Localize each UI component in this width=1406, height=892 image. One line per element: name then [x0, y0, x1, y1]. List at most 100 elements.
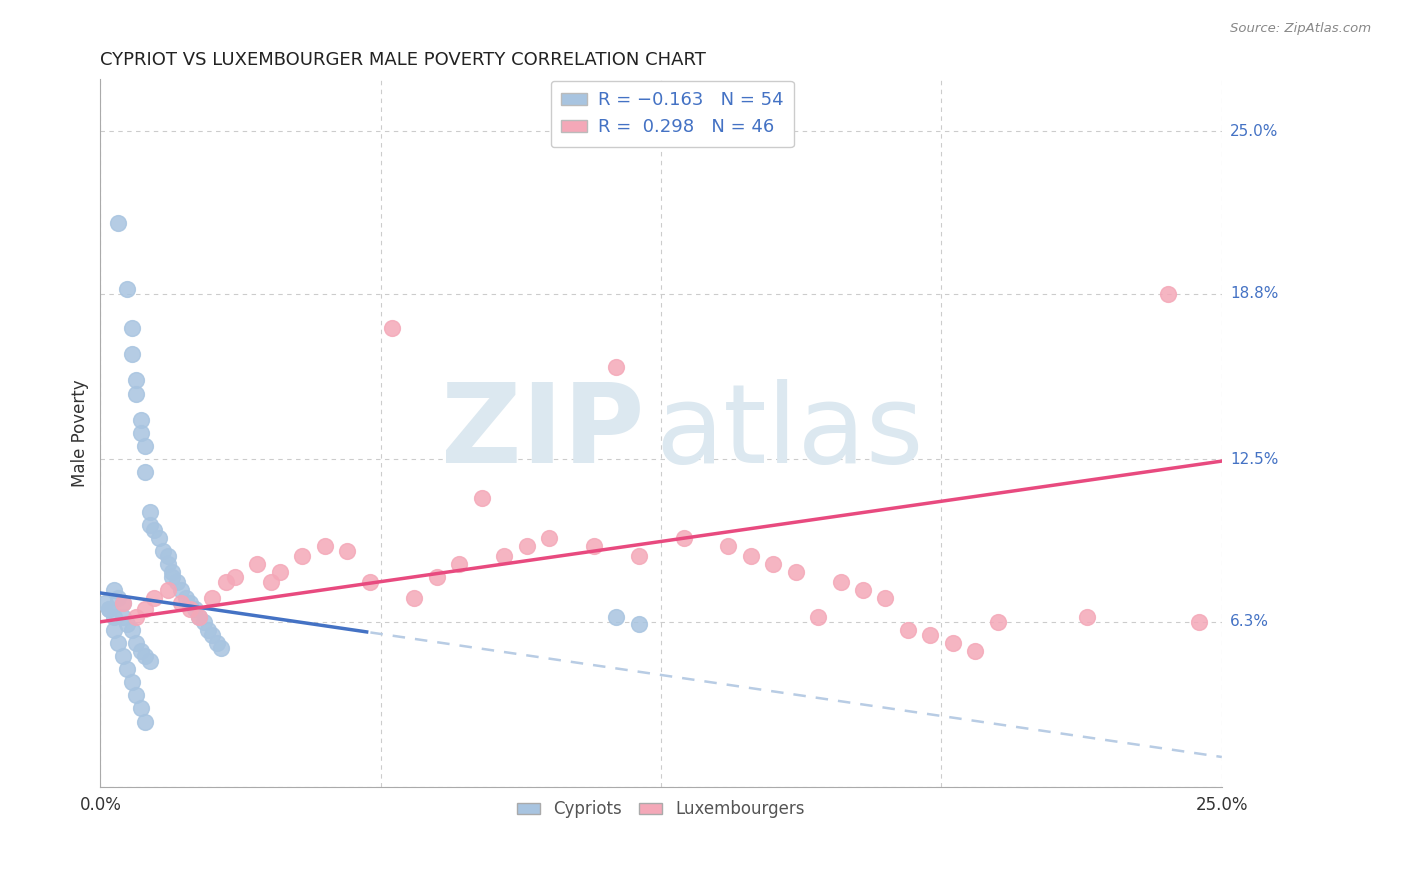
Text: 12.5%: 12.5%	[1230, 451, 1278, 467]
Point	[125, 688, 148, 702]
Point	[125, 636, 148, 650]
Point	[605, 609, 627, 624]
Point	[269, 565, 291, 579]
Point	[605, 360, 627, 375]
Point	[156, 557, 179, 571]
Point	[170, 597, 193, 611]
Point	[170, 583, 193, 598]
Point	[291, 549, 314, 564]
Point	[179, 597, 201, 611]
Point	[1076, 609, 1098, 624]
Text: 6.3%: 6.3%	[1230, 615, 1270, 630]
Point	[359, 575, 381, 590]
Point	[117, 617, 139, 632]
Point	[494, 549, 516, 564]
Point	[138, 505, 160, 519]
Point	[211, 641, 233, 656]
Point	[897, 623, 920, 637]
Point	[830, 575, 852, 590]
Point	[1157, 286, 1180, 301]
Point	[125, 386, 148, 401]
Point	[336, 544, 359, 558]
Point	[515, 539, 537, 553]
Point	[582, 539, 605, 553]
Point	[94, 597, 117, 611]
Point	[260, 575, 283, 590]
Point	[98, 601, 121, 615]
Point	[134, 601, 156, 615]
Point	[117, 281, 139, 295]
Text: Source: ZipAtlas.com: Source: ZipAtlas.com	[1230, 22, 1371, 36]
Point	[160, 565, 183, 579]
Point	[986, 615, 1008, 629]
Point	[111, 609, 134, 624]
Point	[762, 557, 785, 571]
Point	[98, 601, 121, 615]
Point	[381, 321, 404, 335]
Point	[111, 648, 134, 663]
Legend: Cypriots, Luxembourgers: Cypriots, Luxembourgers	[510, 794, 811, 825]
Text: atlas: atlas	[655, 379, 924, 486]
Point	[201, 591, 224, 606]
Point	[166, 575, 188, 590]
Point	[449, 557, 471, 571]
Point	[205, 636, 228, 650]
Point	[785, 565, 807, 579]
Point	[121, 321, 143, 335]
Point	[942, 636, 965, 650]
Point	[246, 557, 269, 571]
Point	[188, 609, 211, 624]
Point	[107, 591, 129, 606]
Point	[188, 609, 211, 624]
Point	[129, 701, 152, 715]
Point	[125, 373, 148, 387]
Point	[672, 531, 695, 545]
Text: 25.0%: 25.0%	[1230, 124, 1278, 138]
Text: 18.8%: 18.8%	[1230, 286, 1278, 301]
Point	[129, 643, 152, 657]
Point	[134, 465, 156, 479]
Point	[125, 609, 148, 624]
Point	[1188, 615, 1211, 629]
Point	[852, 583, 875, 598]
Point	[717, 539, 740, 553]
Point	[143, 523, 166, 537]
Point	[174, 591, 197, 606]
Point	[121, 675, 143, 690]
Point	[129, 425, 152, 440]
Point	[103, 583, 125, 598]
Point	[471, 491, 494, 506]
Point	[179, 601, 201, 615]
Point	[129, 413, 152, 427]
Point	[183, 601, 205, 615]
Point	[138, 654, 160, 668]
Point	[807, 609, 830, 624]
Point	[134, 648, 156, 663]
Point	[156, 549, 179, 564]
Point	[148, 531, 170, 545]
Text: ZIP: ZIP	[441, 379, 644, 486]
Point	[156, 583, 179, 598]
Point	[138, 517, 160, 532]
Point	[314, 539, 336, 553]
Point	[103, 609, 125, 624]
Point	[121, 347, 143, 361]
Point	[107, 636, 129, 650]
Point	[627, 617, 650, 632]
Point	[404, 591, 426, 606]
Y-axis label: Male Poverty: Male Poverty	[72, 379, 89, 487]
Point	[740, 549, 762, 564]
Point	[193, 615, 215, 629]
Point	[103, 623, 125, 637]
Point	[143, 591, 166, 606]
Point	[224, 570, 246, 584]
Point	[134, 714, 156, 729]
Point	[107, 216, 129, 230]
Point	[134, 439, 156, 453]
Point	[627, 549, 650, 564]
Point	[121, 623, 143, 637]
Point	[117, 662, 139, 676]
Point	[920, 628, 942, 642]
Point	[426, 570, 449, 584]
Point	[152, 544, 174, 558]
